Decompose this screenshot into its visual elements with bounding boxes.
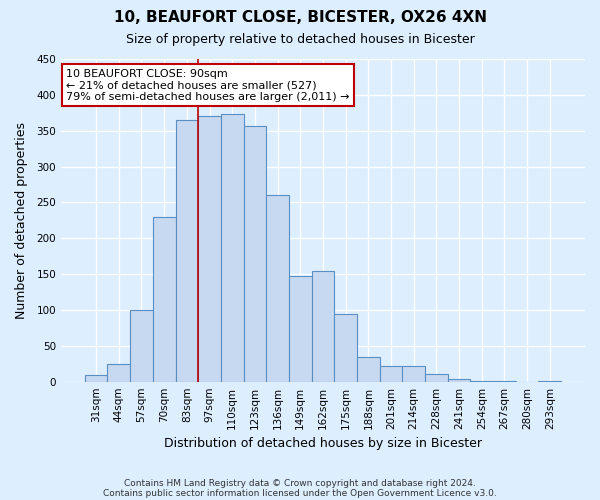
Text: Contains HM Land Registry data © Crown copyright and database right 2024.: Contains HM Land Registry data © Crown c…	[124, 478, 476, 488]
Bar	[493, 381, 516, 382]
Bar	[107, 364, 130, 382]
Y-axis label: Number of detached properties: Number of detached properties	[15, 122, 28, 319]
Bar	[221, 114, 244, 382]
Bar	[289, 276, 311, 382]
Text: Size of property relative to detached houses in Bicester: Size of property relative to detached ho…	[125, 32, 475, 46]
Bar	[448, 379, 470, 382]
Bar	[311, 270, 334, 382]
Bar	[380, 366, 403, 382]
Text: Contains public sector information licensed under the Open Government Licence v3: Contains public sector information licen…	[103, 488, 497, 498]
Bar	[244, 126, 266, 382]
Bar	[176, 120, 198, 382]
Bar	[403, 366, 425, 382]
Text: 10, BEAUFORT CLOSE, BICESTER, OX26 4XN: 10, BEAUFORT CLOSE, BICESTER, OX26 4XN	[113, 10, 487, 25]
Bar	[85, 374, 107, 382]
X-axis label: Distribution of detached houses by size in Bicester: Distribution of detached houses by size …	[164, 437, 482, 450]
Bar	[538, 381, 561, 382]
Bar	[153, 217, 176, 382]
Bar	[266, 195, 289, 382]
Bar	[470, 381, 493, 382]
Bar	[334, 314, 357, 382]
Bar	[198, 116, 221, 382]
Bar	[357, 358, 380, 382]
Bar	[130, 310, 153, 382]
Bar	[425, 374, 448, 382]
Text: 10 BEAUFORT CLOSE: 90sqm
← 21% of detached houses are smaller (527)
79% of semi-: 10 BEAUFORT CLOSE: 90sqm ← 21% of detach…	[66, 68, 350, 102]
